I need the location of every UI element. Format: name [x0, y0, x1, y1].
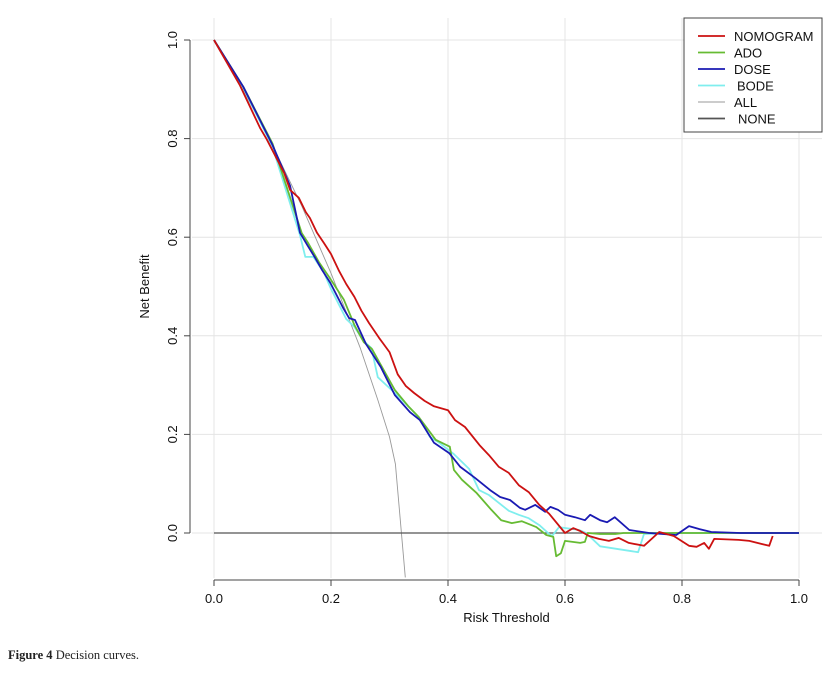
decision-curve-chart: 0.0 0.2 0.4 0.6 0.8 1.0 0.0 0.2 0.4 0.6 0.8 1.0 Ris…	[137, 17, 823, 625]
x-tick-label: 0.0	[205, 591, 223, 606]
x-tick-label: 0.6	[556, 591, 574, 606]
legend-box	[683, 17, 823, 133]
figure-caption-text: Decision curves.	[52, 648, 139, 662]
x-tick-label: 0.8	[673, 591, 691, 606]
x-tick-label: 0.2	[322, 591, 340, 606]
legend-label-all: ALL	[734, 95, 757, 110]
y-tick-label: 0.6	[165, 228, 180, 246]
legend-label-nomogram: NOMOGRAM	[734, 29, 813, 44]
x-tick-label: 0.4	[439, 591, 457, 606]
series-layer	[213, 39, 799, 578]
legend-label-bode: BODE	[737, 79, 774, 94]
legend-label-ado: ADO	[734, 46, 762, 61]
x-tick-label: 1.0	[790, 591, 808, 606]
figure-label: Figure 4	[8, 648, 53, 662]
legend-label-none: NONE	[738, 112, 776, 127]
series-line-all	[213, 39, 406, 578]
y-tick-label: 0.2	[165, 425, 180, 443]
y-axis-title: Net Benefit	[137, 254, 152, 319]
x-axis-title: Risk Threshold	[463, 610, 549, 625]
legend-label-dose: DOSE	[734, 62, 771, 77]
y-tick-label: 0.0	[165, 524, 180, 542]
y-tick-label: 0.4	[165, 327, 180, 345]
series-line-ado	[213, 39, 799, 558]
figure-caption: Figure 4 Decision curves.	[8, 648, 139, 663]
y-tick-label: 0.8	[165, 130, 180, 148]
series-line-dose	[213, 39, 799, 536]
axes: 0.0 0.2 0.4 0.6 0.8 1.0 0.0 0.2 0.4 0.6 0.8 1.0	[165, 31, 808, 606]
series-line-nomogram	[213, 39, 774, 550]
y-tick-label: 1.0	[165, 31, 180, 49]
